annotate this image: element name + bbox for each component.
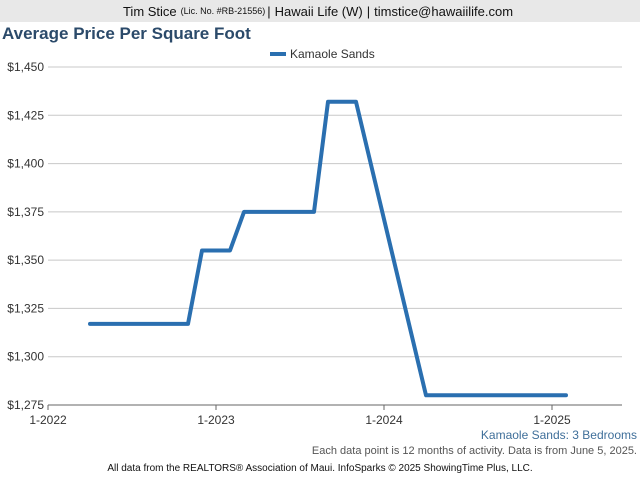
y-tick-label: $1,375 xyxy=(7,205,44,219)
y-tick-label: $1,275 xyxy=(7,398,44,412)
data-note: Each data point is 12 months of activity… xyxy=(311,445,637,457)
y-tick-label: $1,325 xyxy=(7,301,44,315)
x-tick-label: 1-2022 xyxy=(29,413,67,427)
chart-title: Average Price Per Square Foot xyxy=(2,24,251,43)
x-tick-label: 1-2023 xyxy=(197,413,235,427)
legend-label: Kamaole Sands xyxy=(290,47,375,61)
series-line xyxy=(88,99,568,398)
header-separator: | xyxy=(366,3,371,19)
y-tick-label: $1,350 xyxy=(7,253,44,267)
footer-credit: All data from the REALTORS® Association … xyxy=(107,463,533,474)
y-tick-label: $1,400 xyxy=(7,157,44,171)
company-name: Hawaii Life (W) xyxy=(274,3,363,19)
agent-name: Tim Stice xyxy=(122,3,177,19)
x-tick-label: 1-2025 xyxy=(533,413,571,427)
y-tick-label: $1,450 xyxy=(7,60,44,74)
x-tick-label: 1-2024 xyxy=(365,413,403,427)
license-number: (Lic. No. #RB-21556) xyxy=(180,6,266,16)
header-bar: Tim Stice (Lic. No. #RB-21556) | Hawaii … xyxy=(0,0,640,22)
chart-caption: Kamaole Sands: 3 Bedrooms xyxy=(480,428,637,442)
header-separator: | xyxy=(267,3,271,19)
email-link[interactable]: timstice@hawaiilife.com xyxy=(374,3,514,19)
y-tick-label: $1,425 xyxy=(7,108,44,122)
y-tick-label: $1,300 xyxy=(7,350,44,364)
